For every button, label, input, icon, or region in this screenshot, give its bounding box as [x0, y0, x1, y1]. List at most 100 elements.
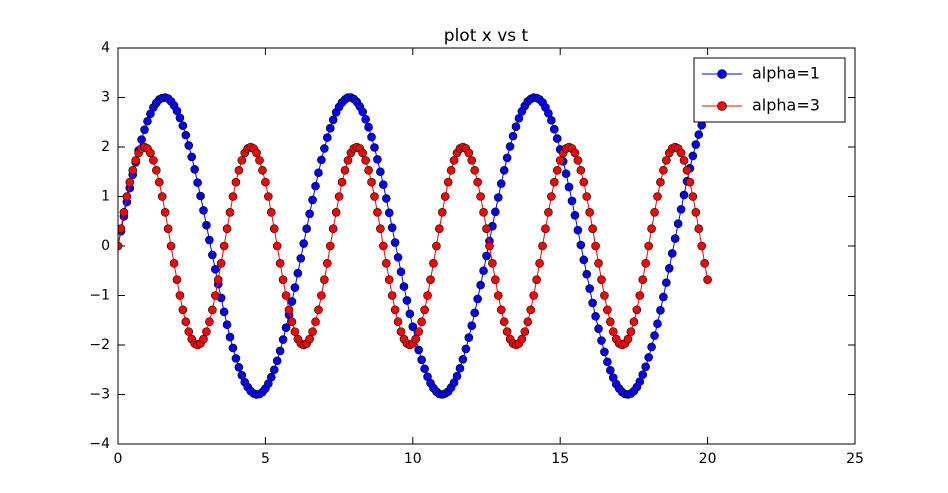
marker — [473, 177, 482, 187]
marker — [446, 165, 456, 175]
marker — [694, 224, 704, 233]
marker — [305, 209, 314, 219]
marker — [225, 332, 235, 342]
marker — [213, 275, 223, 284]
marker — [275, 259, 285, 268]
x-tick-label: 10 — [404, 451, 422, 467]
marker — [328, 115, 338, 125]
marker — [284, 305, 294, 315]
legend-marker — [717, 101, 727, 111]
marker — [576, 240, 586, 250]
marker — [464, 333, 474, 342]
marker — [656, 306, 665, 315]
marker — [408, 322, 418, 331]
marker — [379, 180, 388, 189]
plot-frame — [117, 47, 856, 445]
marker — [405, 309, 415, 319]
marker — [308, 327, 317, 336]
marker — [119, 208, 129, 217]
marker — [491, 275, 500, 284]
marker — [641, 259, 650, 268]
marker — [491, 207, 500, 217]
marker — [216, 259, 226, 268]
marker — [482, 224, 491, 233]
marker — [157, 192, 167, 201]
marker — [272, 241, 282, 251]
marker — [208, 250, 217, 260]
marker — [384, 208, 394, 218]
y-tick-label: −4 — [89, 436, 110, 452]
marker — [644, 353, 653, 362]
marker — [228, 192, 238, 201]
marker — [399, 282, 409, 291]
marker — [140, 125, 149, 134]
marker — [653, 319, 662, 329]
marker — [128, 165, 138, 175]
marker — [496, 305, 506, 315]
marker — [606, 365, 615, 375]
marker — [437, 208, 447, 217]
marker — [381, 259, 391, 268]
marker — [323, 259, 332, 268]
marker — [278, 335, 288, 344]
marker — [691, 140, 701, 149]
y-tick-label: −3 — [89, 387, 110, 403]
marker — [269, 365, 279, 375]
marker — [367, 132, 376, 142]
marker — [361, 156, 370, 165]
marker — [278, 275, 288, 284]
x-tick-label: 5 — [261, 451, 270, 467]
marker — [196, 191, 205, 201]
marker — [670, 234, 680, 243]
marker — [555, 156, 565, 165]
marker — [417, 317, 426, 327]
marker — [647, 342, 656, 352]
x-tick-label: 0 — [114, 451, 123, 467]
marker — [544, 208, 553, 217]
marker — [685, 177, 695, 187]
marker — [320, 144, 329, 153]
marker — [396, 267, 406, 277]
marker — [552, 165, 562, 175]
marker — [479, 266, 488, 276]
marker — [496, 179, 506, 188]
marker — [591, 311, 600, 321]
marker — [334, 192, 344, 201]
marker — [659, 165, 668, 175]
marker — [694, 130, 704, 139]
marker — [328, 224, 338, 233]
marker — [376, 167, 385, 177]
marker — [193, 178, 202, 187]
marker — [364, 122, 373, 132]
chart-title: plot x vs t — [444, 26, 529, 46]
marker — [499, 317, 509, 327]
marker — [266, 208, 276, 217]
marker — [550, 177, 559, 187]
marker — [626, 327, 636, 336]
marker — [169, 259, 179, 268]
marker — [703, 275, 712, 284]
marker — [467, 321, 477, 330]
marker — [210, 264, 220, 274]
marker — [638, 275, 648, 284]
marker — [664, 263, 674, 273]
marker — [603, 357, 612, 367]
marker — [272, 356, 282, 366]
x-tick-label: 15 — [551, 451, 569, 467]
marker — [311, 317, 320, 327]
marker — [647, 224, 656, 233]
y-tick-label: 3 — [101, 90, 110, 106]
marker — [160, 208, 170, 217]
marker — [588, 298, 597, 308]
marker — [452, 371, 462, 381]
marker — [131, 156, 140, 165]
marker — [311, 181, 320, 191]
marker — [228, 343, 238, 353]
marker — [376, 224, 385, 233]
marker — [393, 253, 403, 262]
marker — [508, 131, 518, 141]
marker — [464, 148, 474, 158]
marker — [281, 323, 291, 332]
marker — [358, 148, 367, 158]
marker — [390, 238, 400, 247]
